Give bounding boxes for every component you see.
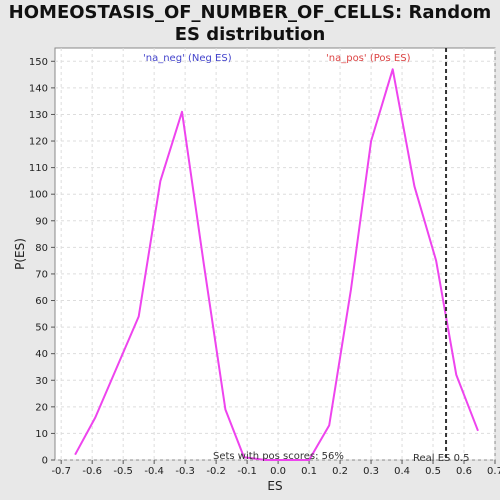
y-tick-label: 100	[29, 190, 48, 201]
x-axis-label: ES	[267, 479, 282, 493]
es-distribution-line	[74, 68, 479, 461]
chart-title: HOMEOSTASIS_OF_NUMBER_OF_CELLS: Random E…	[8, 2, 492, 45]
y-axis-label: P(ES)	[13, 238, 27, 270]
axes: 0 10 20 30 40 50 60 70 80 90 100 110 120 130 140 150 -0.…	[29, 57, 500, 477]
y-tick-label: 130	[29, 110, 48, 121]
y-tick-label: 60	[35, 296, 48, 307]
neg-label: 'na_neg' (Neg ES)	[143, 53, 232, 64]
x-tick-label: 0.1	[301, 466, 317, 477]
y-tick-label: 110	[29, 163, 48, 174]
y-tick-label: 90	[35, 216, 48, 227]
y-tick-label: 70	[35, 269, 48, 280]
x-tick-label: 0.4	[394, 466, 410, 477]
y-tick-label: 150	[29, 57, 48, 68]
y-tick-label: 10	[35, 429, 48, 440]
x-tick-label: -0.2	[206, 466, 226, 477]
x-tick-label: -0.5	[113, 466, 133, 477]
y-tick-label: 120	[29, 137, 48, 148]
x-tick-label: 0.0	[270, 466, 286, 477]
x-tick-label: 0.2	[332, 466, 348, 477]
x-tick-label: 0.3	[363, 466, 379, 477]
y-tick-label: 80	[35, 243, 48, 254]
real-es-label: Real ES 0.5	[413, 453, 469, 464]
x-tick-label: -0.4	[144, 466, 164, 477]
plot-area	[54, 47, 496, 461]
y-tick-label: 30	[35, 376, 48, 387]
x-tick-label: 0.7	[487, 466, 500, 477]
y-tick-label: 0	[42, 456, 48, 467]
y-tick-label: 20	[35, 402, 48, 413]
pos-label: 'na_pos' (Pos ES)	[326, 53, 411, 64]
y-tick-label: 50	[35, 323, 48, 334]
y-tick-label: 140	[29, 83, 48, 94]
series-group	[74, 68, 479, 461]
x-tick-label: -0.1	[237, 466, 257, 477]
sets-with-pos-scores-label: Sets with pos scores: 56%	[213, 451, 344, 462]
x-tick-label: -0.7	[51, 466, 71, 477]
grid	[55, 48, 496, 461]
x-tick-label: -0.6	[82, 466, 102, 477]
x-tick-label: -0.3	[175, 466, 195, 477]
y-tick-label: 40	[35, 349, 48, 360]
x-tick-label: 0.6	[456, 466, 472, 477]
x-tick-label: 0.5	[425, 466, 441, 477]
